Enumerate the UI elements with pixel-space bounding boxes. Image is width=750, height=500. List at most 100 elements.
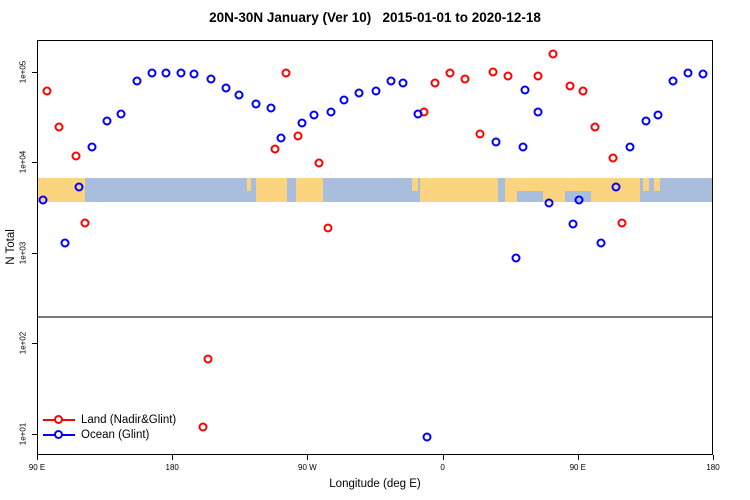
data-point-land (460, 74, 470, 84)
legend-marker-ocean-icon (43, 429, 75, 440)
data-point-land (475, 129, 485, 139)
land-segment (419, 177, 498, 202)
x-tick-label: 90 E (28, 463, 46, 472)
land-segment (246, 177, 252, 191)
data-point-ocean (544, 198, 554, 208)
data-point-ocean (625, 142, 635, 152)
land-segment (643, 177, 650, 191)
x-axis-title: Longitude (deg E) (329, 478, 421, 490)
y-axis-tick (32, 71, 37, 73)
legend-label-ocean: Ocean (Glint) (81, 428, 150, 441)
land-segment (565, 177, 591, 191)
data-point-land (281, 68, 291, 78)
data-point-ocean (683, 68, 693, 78)
data-point-ocean (87, 142, 97, 152)
land-segment (517, 177, 543, 191)
land-segment (653, 177, 660, 191)
data-point-ocean (60, 238, 70, 248)
data-point-land (314, 158, 324, 168)
x-axis-tick (37, 455, 38, 460)
land-segment (412, 177, 419, 191)
y-axis-tick (32, 433, 37, 435)
data-point-ocean (533, 107, 543, 117)
data-point-land (608, 153, 618, 163)
data-point-land (80, 218, 90, 228)
x-axis-tick (442, 455, 444, 460)
data-point-land (198, 422, 208, 432)
data-point-ocean (568, 219, 578, 229)
y-tick-label: 1e+01 (18, 422, 28, 445)
data-point-ocean (611, 182, 621, 192)
data-point-ocean (221, 83, 231, 93)
y-axis-tick (32, 162, 37, 164)
data-point-ocean (641, 116, 651, 126)
data-point-land (548, 49, 558, 59)
data-point-ocean (309, 110, 319, 120)
x-axis-tick (577, 455, 579, 460)
data-point-ocean (698, 69, 708, 79)
data-point-ocean (386, 76, 396, 86)
data-point-land (565, 81, 575, 91)
divider-line (38, 315, 712, 318)
y-axis-tick (32, 343, 37, 345)
data-point-land (617, 218, 627, 228)
data-point-ocean (132, 76, 142, 86)
data-point-ocean (74, 182, 84, 192)
y-tick-label: 1e+03 (18, 241, 28, 264)
x-tick-label: 90 E (569, 463, 587, 472)
data-point-land (445, 68, 455, 78)
data-point-ocean (266, 103, 276, 113)
y-axis-tick (32, 252, 37, 254)
data-point-ocean (116, 109, 126, 119)
data-point-ocean (147, 68, 157, 78)
data-point-ocean (596, 238, 606, 248)
data-point-ocean (668, 76, 678, 86)
data-point-ocean (38, 195, 47, 205)
data-point-ocean (297, 118, 307, 128)
y-tick-label: 1e+04 (18, 150, 28, 174)
data-point-ocean (653, 110, 663, 120)
data-point-ocean (574, 195, 584, 205)
data-point-ocean (354, 88, 364, 98)
x-tick-label: 0 (440, 463, 445, 472)
plot-area: Land (Nadir&Glint) Ocean (Glint) (37, 40, 713, 455)
data-point-land (42, 86, 52, 96)
data-point-ocean (234, 90, 244, 100)
y-axis-title: N Total (5, 229, 17, 265)
data-point-ocean (276, 133, 286, 143)
legend: Land (Nadir&Glint) Ocean (Glint) (43, 412, 176, 442)
data-point-ocean (518, 142, 528, 152)
land-segment (255, 177, 288, 202)
data-point-ocean (176, 68, 186, 78)
x-axis-tick (713, 455, 714, 460)
data-point-ocean (413, 109, 423, 119)
data-point-land (54, 122, 64, 132)
data-point-land (503, 71, 513, 81)
x-tick-label: 180 (706, 463, 720, 472)
legend-label-land: Land (Nadir&Glint) (81, 413, 177, 426)
data-point-land (323, 223, 333, 233)
data-point-land (293, 131, 303, 141)
data-point-land (533, 71, 543, 81)
chart-title: 20N-30N January (Ver 10) 2015-01-01 to 2… (209, 10, 541, 25)
legend-marker-land-icon (43, 414, 75, 425)
data-point-land (590, 122, 600, 132)
land-segment (38, 177, 86, 202)
data-point-ocean (422, 432, 432, 442)
y-tick-label: 1e+05 (18, 60, 28, 83)
x-axis-tick (307, 455, 309, 460)
y-tick-label: 1e+02 (18, 331, 28, 355)
land-segment (505, 177, 518, 202)
data-point-ocean (339, 95, 349, 105)
data-point-land (488, 67, 498, 76)
data-point-land (203, 354, 213, 364)
x-tick-label: 180 (165, 463, 179, 472)
data-point-ocean (102, 116, 112, 126)
data-point-land (270, 144, 280, 154)
data-point-ocean (206, 74, 216, 84)
data-point-ocean (520, 85, 530, 95)
data-point-land (71, 151, 81, 161)
data-point-ocean (491, 137, 501, 147)
data-point-ocean (371, 86, 381, 96)
